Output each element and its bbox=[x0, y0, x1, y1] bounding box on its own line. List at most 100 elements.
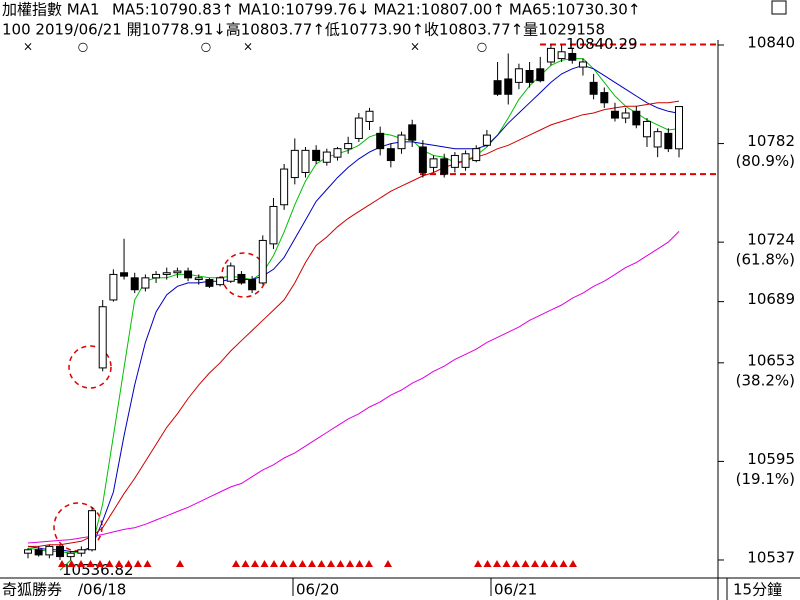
signal-triangle bbox=[502, 560, 511, 567]
y-tick-label: 10689 bbox=[747, 290, 795, 308]
candle-body bbox=[269, 205, 278, 245]
candle-body bbox=[162, 272, 171, 275]
signal-triangle bbox=[115, 560, 123, 567]
candle-body bbox=[344, 143, 353, 150]
candle-body bbox=[653, 131, 662, 148]
signal-mark: ○ bbox=[201, 40, 211, 54]
signal-mark: ○ bbox=[78, 40, 88, 54]
ma-line bbox=[28, 100, 680, 547]
signal-triangle bbox=[58, 560, 66, 567]
signal-triangle bbox=[86, 560, 95, 567]
candle-body bbox=[514, 68, 523, 83]
signal-triangle bbox=[77, 560, 85, 567]
fib-label: (38.2%) bbox=[736, 371, 795, 389]
candle-body bbox=[312, 149, 321, 162]
candle-body bbox=[461, 153, 470, 168]
candle-body bbox=[557, 51, 566, 60]
candle-body bbox=[226, 265, 235, 282]
x-label: 15分鐘 bbox=[733, 581, 782, 599]
candle-body bbox=[450, 154, 459, 168]
signal-triangle bbox=[124, 560, 133, 567]
candle-body bbox=[493, 80, 502, 95]
candle-body bbox=[408, 124, 417, 141]
candle-body bbox=[589, 81, 598, 95]
candle-body bbox=[429, 158, 438, 168]
signal-triangle bbox=[512, 560, 520, 567]
signal-triangle bbox=[365, 560, 373, 567]
candle-body bbox=[472, 148, 481, 162]
candle-body bbox=[194, 277, 203, 281]
signal-triangle bbox=[336, 560, 345, 567]
checkbox[interactable] bbox=[771, 0, 787, 15]
signal-triangle bbox=[521, 560, 530, 567]
signal-mark: × bbox=[243, 40, 253, 54]
candle-body bbox=[621, 112, 630, 119]
low-arrow bbox=[59, 559, 72, 571]
legend-entry: MA10:10799.76↓ bbox=[238, 1, 369, 19]
y-tick-label: 10537 bbox=[747, 548, 795, 566]
signal-triangle bbox=[317, 560, 326, 567]
candle-body bbox=[322, 151, 331, 163]
candle-body bbox=[141, 277, 150, 289]
y-tick-label: 10840 bbox=[747, 33, 795, 51]
signal-mark: × bbox=[23, 40, 33, 54]
signal-triangle bbox=[569, 560, 577, 567]
signal-triangle bbox=[308, 560, 316, 567]
signal-triangle bbox=[474, 560, 482, 567]
signal-triangle bbox=[241, 560, 250, 567]
signal-triangle bbox=[355, 560, 364, 567]
candle-body bbox=[376, 132, 385, 150]
signal-triangle bbox=[298, 560, 307, 567]
signal-triangle bbox=[232, 560, 240, 567]
candle-body bbox=[365, 110, 374, 122]
signal-triangle bbox=[134, 560, 142, 567]
candle-body bbox=[578, 61, 587, 68]
ohlc-line: 100 2019/06/21 開10778.91↓高10803.77↑低1077… bbox=[2, 21, 605, 39]
candle-body bbox=[237, 273, 246, 284]
candle-body bbox=[333, 148, 342, 158]
x-label: /06/18 bbox=[78, 581, 126, 599]
candle-body bbox=[34, 549, 43, 556]
candle-body bbox=[482, 134, 491, 146]
legend-entry: MA65:10730.30↑ bbox=[509, 1, 640, 19]
signal-triangle bbox=[483, 560, 492, 567]
x-label: 06/21 bbox=[494, 581, 537, 599]
signal-triangle bbox=[105, 560, 114, 567]
candle-body bbox=[301, 149, 310, 173]
x-label: 06/20 bbox=[296, 581, 339, 599]
candle-body bbox=[216, 277, 225, 286]
candle-body bbox=[386, 148, 395, 162]
candle-body bbox=[130, 277, 139, 291]
candle-body bbox=[258, 239, 267, 284]
signal-triangle bbox=[327, 560, 335, 567]
candle-body bbox=[354, 117, 363, 139]
candle-body bbox=[66, 552, 75, 558]
header-title: 加權指數 MA1 bbox=[2, 1, 100, 19]
candle-body bbox=[45, 545, 54, 556]
ma-line bbox=[27, 58, 680, 554]
signal-triangle bbox=[346, 560, 354, 567]
signal-triangle bbox=[493, 560, 501, 567]
y-tick-label: 10595 bbox=[747, 450, 795, 468]
legend-entry: MA21:10807.00↑ bbox=[373, 1, 504, 19]
candle-body bbox=[56, 545, 65, 558]
candle-body bbox=[632, 110, 641, 126]
signal-triangle bbox=[96, 560, 104, 567]
candle-body bbox=[418, 146, 427, 173]
candle-body bbox=[440, 158, 449, 175]
signal-triangle bbox=[270, 560, 278, 567]
candle-body bbox=[24, 549, 32, 554]
fib-label: (19.1%) bbox=[736, 470, 795, 488]
candle-body bbox=[88, 510, 97, 551]
ma-line bbox=[27, 64, 680, 552]
candle-body bbox=[120, 272, 129, 277]
candle-body bbox=[248, 279, 257, 291]
signal-mark: × bbox=[410, 40, 420, 54]
signal-triangle bbox=[260, 560, 269, 567]
signal-mark: ○ bbox=[477, 40, 487, 54]
signal-triangle bbox=[384, 560, 392, 567]
candle-body bbox=[205, 279, 214, 287]
signal-triangle bbox=[251, 560, 259, 567]
fib-label: (61.8%) bbox=[736, 251, 795, 269]
